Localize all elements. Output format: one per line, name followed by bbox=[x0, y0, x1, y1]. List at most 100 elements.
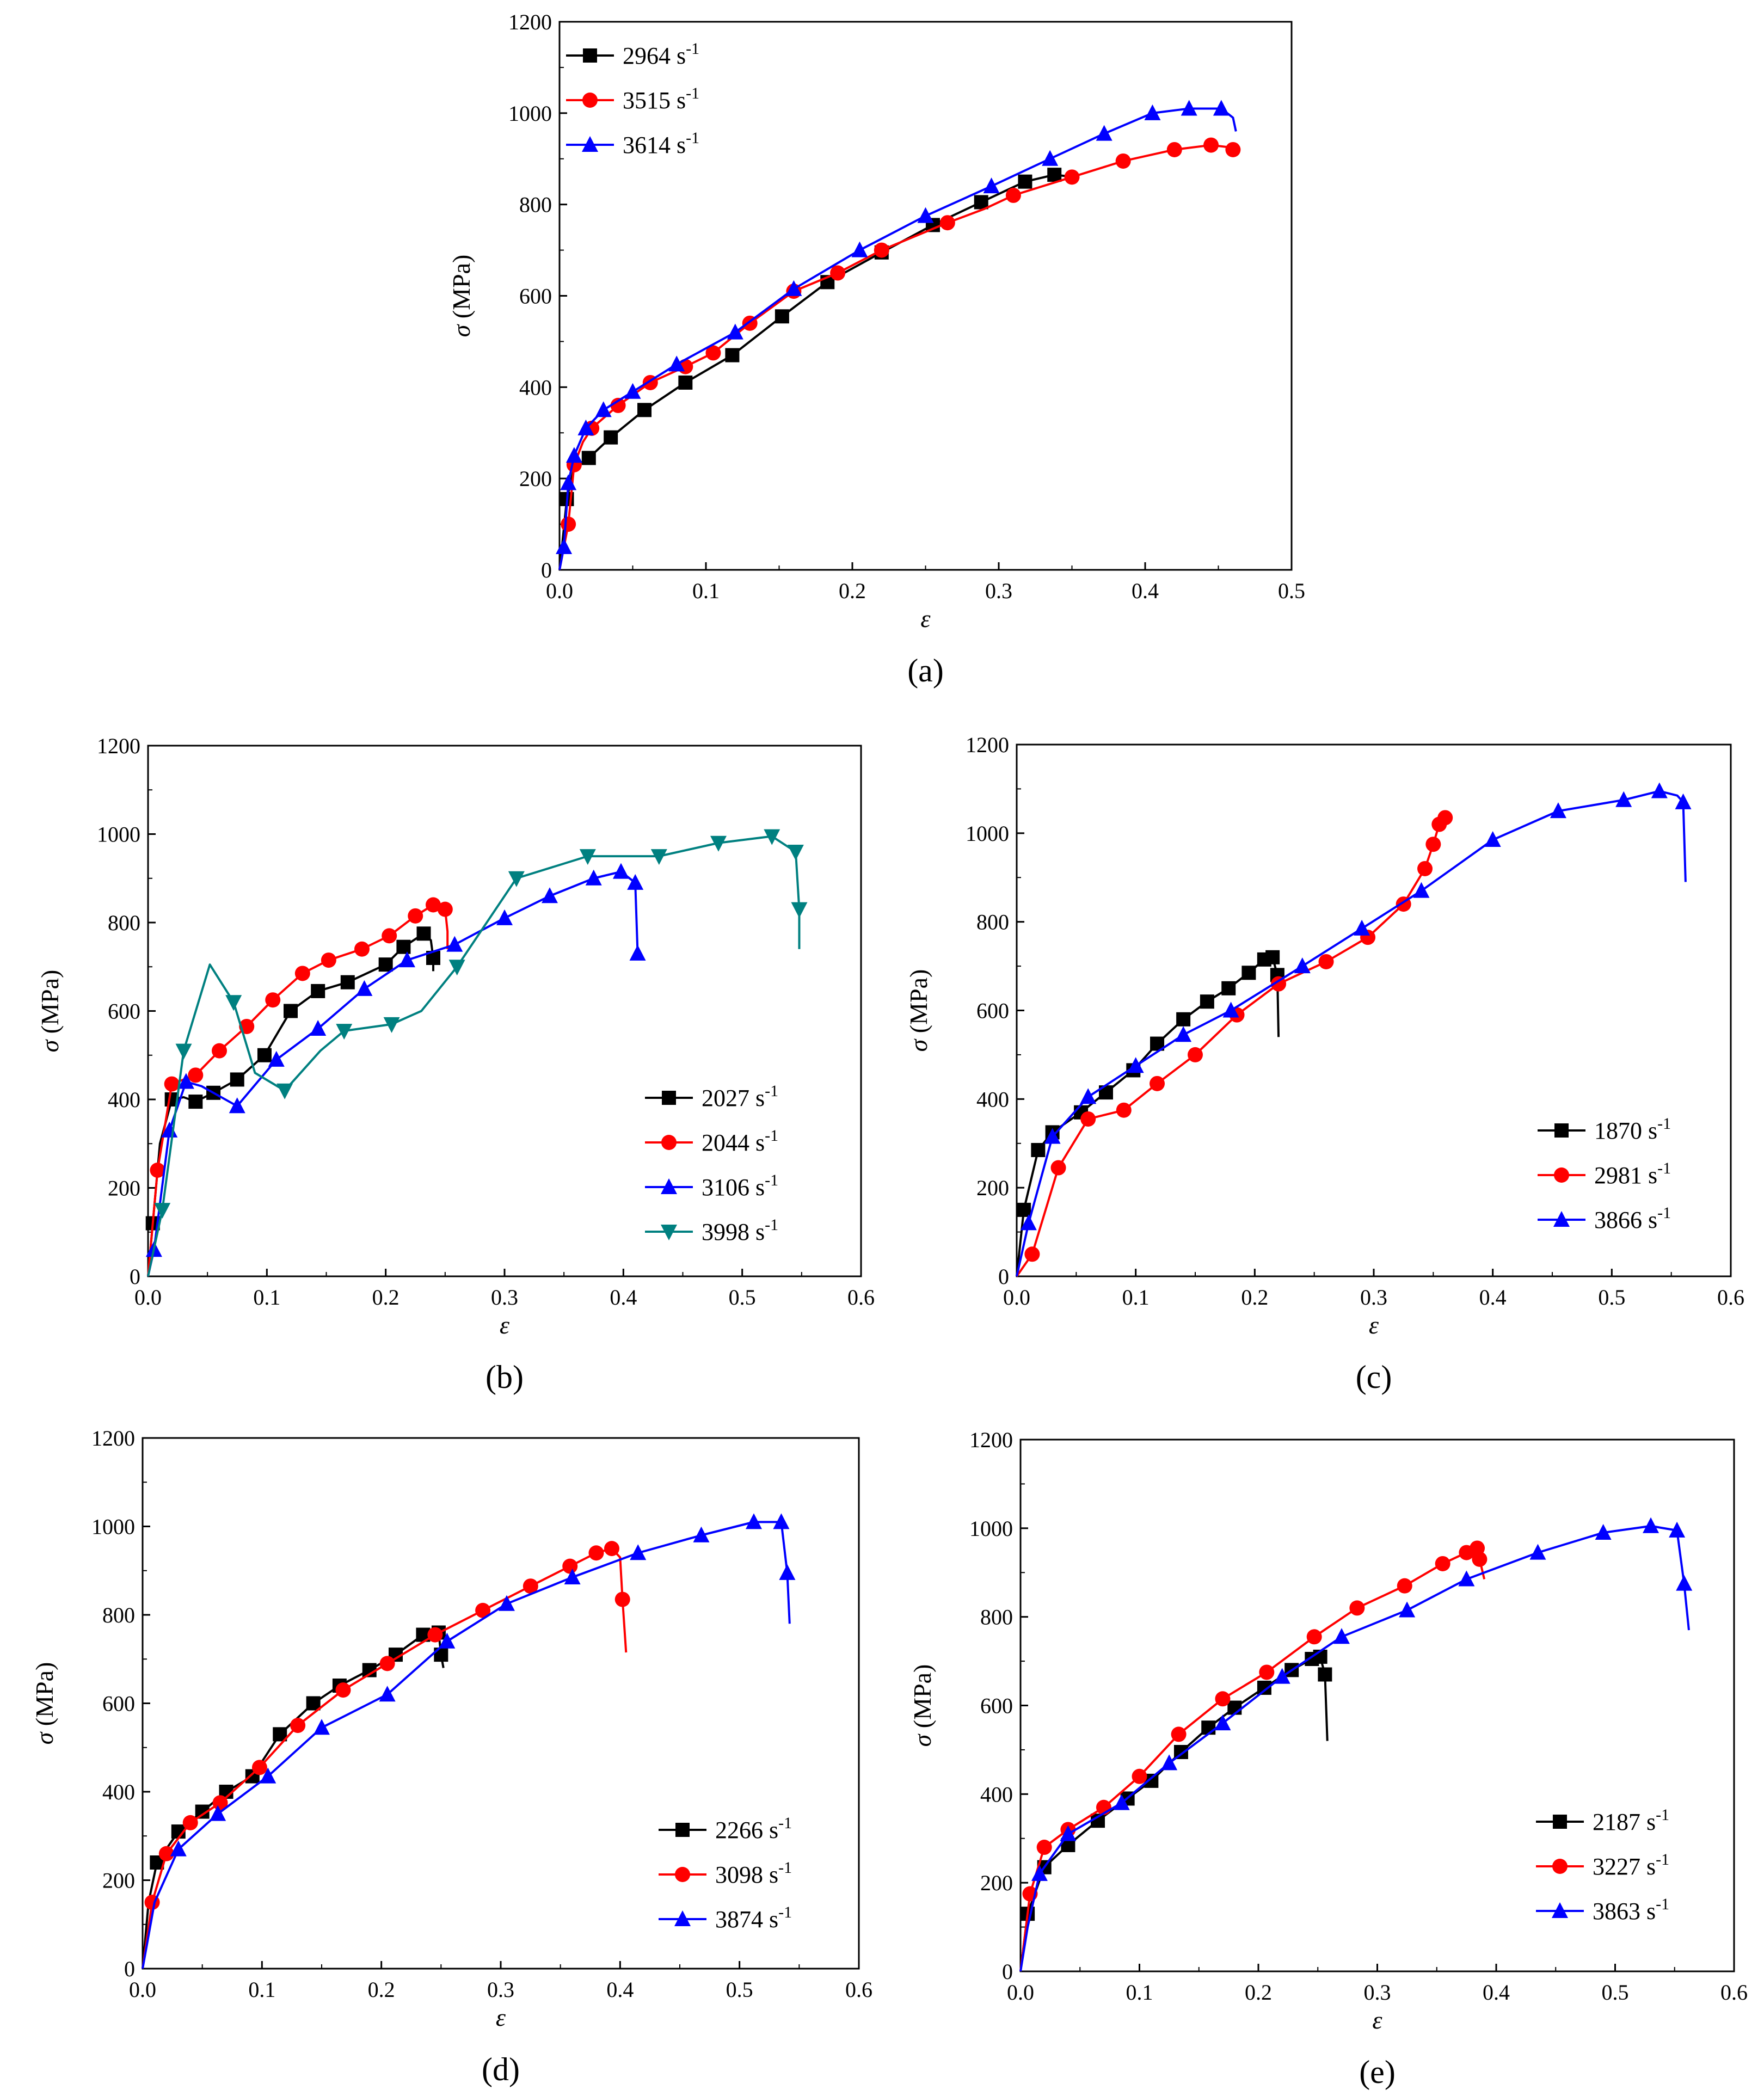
x-tick-label: 0.4 bbox=[1483, 1980, 1510, 2005]
legend-rate-exponent: -1 bbox=[1656, 1851, 1669, 1868]
x-tick-label: 0.0 bbox=[129, 1977, 156, 2002]
data-point bbox=[1132, 1768, 1147, 1784]
legend-marker bbox=[1553, 1211, 1570, 1227]
y-axis-unit: (MPa) bbox=[908, 1664, 936, 1729]
y-tick-label: 600 bbox=[102, 1692, 135, 1716]
legend-rate-exponent: -1 bbox=[765, 1082, 778, 1100]
legend-rate-exponent: -1 bbox=[1657, 1204, 1671, 1222]
data-point bbox=[1318, 1667, 1332, 1682]
data-point bbox=[1651, 782, 1668, 798]
x-tick-label: 0.3 bbox=[1360, 1285, 1387, 1310]
legend-rate-exponent: -1 bbox=[778, 1903, 792, 1921]
data-point bbox=[182, 1815, 198, 1830]
legend-rate-exponent: -1 bbox=[686, 129, 699, 147]
legend-rate: 2266 s bbox=[715, 1817, 778, 1843]
data-point bbox=[614, 1591, 630, 1607]
data-point bbox=[427, 1627, 443, 1643]
legend-rate: 3515 s bbox=[623, 87, 686, 114]
data-point bbox=[791, 902, 808, 918]
data-point bbox=[284, 1004, 298, 1018]
data-point bbox=[1349, 1600, 1365, 1616]
series-2027-per-second bbox=[145, 926, 440, 1277]
data-point bbox=[1643, 1517, 1659, 1533]
data-point bbox=[1435, 1556, 1450, 1571]
data-point bbox=[225, 995, 242, 1011]
data-point bbox=[210, 1805, 226, 1821]
legend-marker bbox=[1554, 1123, 1569, 1138]
data-point bbox=[170, 1840, 187, 1857]
y-tick-label: 0 bbox=[1002, 1959, 1013, 1984]
data-point bbox=[1413, 882, 1430, 898]
y-tick-label: 400 bbox=[102, 1780, 135, 1804]
data-point bbox=[1031, 1142, 1046, 1157]
data-point bbox=[426, 897, 441, 913]
data-point bbox=[629, 944, 646, 961]
x-tick-label: 0.4 bbox=[1479, 1285, 1507, 1310]
data-point bbox=[650, 849, 667, 865]
data-point bbox=[1615, 791, 1632, 807]
data-point bbox=[1550, 802, 1566, 819]
data-point bbox=[764, 829, 780, 845]
y-tick-label: 600 bbox=[519, 284, 552, 309]
y-tick-label: 1000 bbox=[91, 1515, 135, 1539]
data-point bbox=[1215, 1691, 1231, 1707]
y-tick-label: 200 bbox=[108, 1176, 140, 1201]
data-point bbox=[321, 952, 336, 968]
data-point bbox=[678, 375, 693, 390]
x-tick-label: 0.6 bbox=[845, 1977, 872, 2002]
data-point bbox=[310, 1020, 327, 1036]
y-tick-label: 400 bbox=[108, 1087, 140, 1112]
data-point bbox=[1115, 153, 1131, 169]
x-tick-label: 0.1 bbox=[1122, 1285, 1150, 1310]
data-point bbox=[566, 447, 582, 463]
x-tick-label: 0.2 bbox=[372, 1285, 399, 1310]
legend-rate-exponent: -1 bbox=[1657, 1115, 1671, 1133]
panel-label: (a) bbox=[907, 653, 944, 689]
legend-rate: 3227 s bbox=[1593, 1853, 1656, 1880]
data-point bbox=[498, 1595, 515, 1611]
data-point bbox=[1031, 1865, 1048, 1881]
y-tick-label: 800 bbox=[108, 911, 140, 935]
y-axis-symbol: σ bbox=[908, 1728, 936, 1747]
data-point bbox=[1018, 174, 1032, 189]
x-tick-label: 0.4 bbox=[606, 1977, 634, 2002]
y-axis-unit: (MPa) bbox=[905, 969, 932, 1034]
data-point bbox=[1064, 169, 1080, 185]
data-point bbox=[1225, 142, 1241, 157]
data-point bbox=[396, 939, 411, 954]
data-point bbox=[983, 177, 1000, 194]
data-point bbox=[1116, 1102, 1132, 1118]
legend-rate-exponent: -1 bbox=[765, 1171, 778, 1189]
data-point bbox=[610, 397, 626, 413]
legend-rate: 3106 s bbox=[702, 1174, 765, 1201]
x-tick-label: 0.5 bbox=[1602, 1980, 1629, 2005]
data-point bbox=[564, 1568, 581, 1584]
x-axis-label: ε bbox=[496, 2003, 506, 2031]
data-point bbox=[306, 1696, 321, 1711]
legend-entry: 3515 s-1 bbox=[623, 84, 699, 114]
data-point bbox=[1472, 1551, 1488, 1567]
y-axis-unit: (MPa) bbox=[30, 1662, 58, 1726]
legend-rate-exponent: -1 bbox=[1657, 1159, 1671, 1177]
data-point bbox=[1200, 994, 1214, 1009]
data-point bbox=[230, 1072, 244, 1087]
legend-rate: 2027 s bbox=[702, 1085, 765, 1111]
data-point bbox=[1529, 1544, 1546, 1560]
y-tick-label: 1200 bbox=[97, 734, 140, 758]
legend-entry: 3866 s-1 bbox=[1594, 1204, 1671, 1233]
data-point bbox=[612, 863, 629, 879]
data-point bbox=[336, 1024, 353, 1040]
legend-entry: 2964 s-1 bbox=[623, 40, 699, 69]
x-tick-label: 0.2 bbox=[1241, 1285, 1268, 1310]
data-point bbox=[1044, 1128, 1061, 1144]
data-point bbox=[150, 1163, 165, 1178]
x-tick-label: 0.1 bbox=[253, 1285, 280, 1310]
data-point bbox=[556, 538, 573, 555]
series-2981-per-second bbox=[1016, 810, 1453, 1277]
data-point bbox=[1171, 1726, 1187, 1742]
y-tick-label: 800 bbox=[102, 1603, 135, 1627]
data-point bbox=[1259, 1664, 1275, 1680]
x-axis-label: ε bbox=[1372, 2006, 1382, 2034]
